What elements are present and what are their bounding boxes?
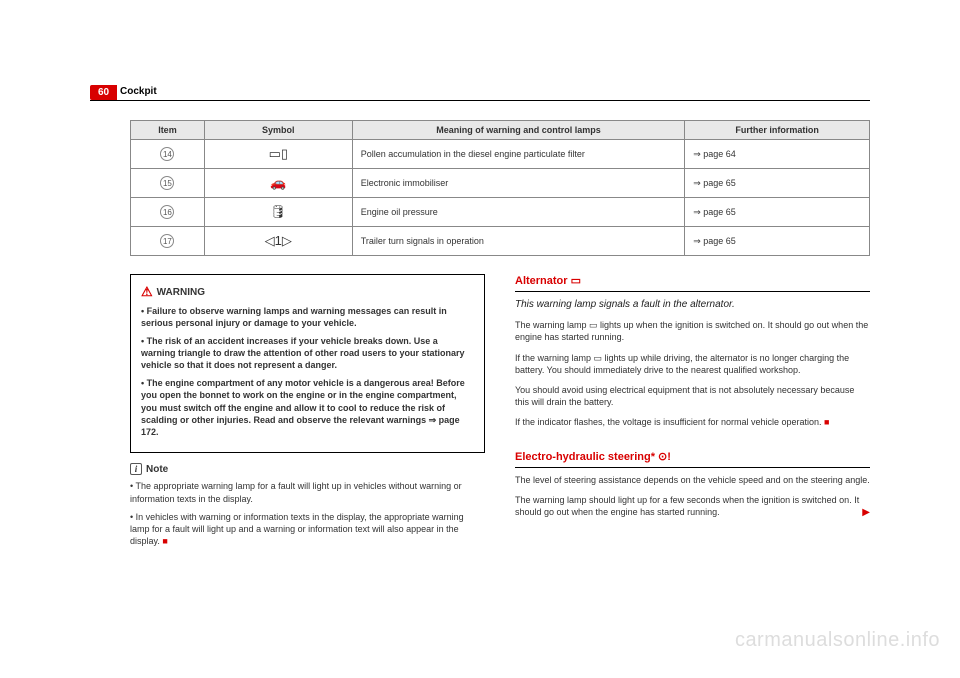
note-list: The appropriate warning lamp for a fault… (130, 480, 485, 547)
cell-further: ⇒ page 65 (685, 227, 870, 256)
cell-meaning: Electronic immobiliser (352, 169, 685, 198)
note-item: In vehicles with warning or information … (130, 511, 485, 547)
warning-triangle-icon: ⚠ (141, 284, 153, 299)
steering-title-text: Electro-hydraulic steering* (515, 451, 658, 463)
item-number: 15 (160, 176, 174, 190)
alternator-para: The warning lamp ▭ lights up when the ig… (515, 319, 870, 343)
cell-further: ⇒ page 65 (685, 198, 870, 227)
th-meaning: Meaning of warning and control lamps (352, 121, 685, 140)
alternator-para-text: If the indicator flashes, the voltage is… (515, 417, 822, 427)
warning-item: Failure to observe warning lamps and war… (141, 305, 474, 329)
cell-meaning: Engine oil pressure (352, 198, 685, 227)
header-rule (90, 100, 870, 101)
continue-arrow-icon: ▶ (862, 506, 870, 520)
page-root: 60 Cockpit Item Symbol Meaning of warnin… (0, 0, 960, 678)
table-row: 17 ◁1▷ Trailer turn signals in operation… (131, 227, 870, 256)
content-area: Item Symbol Meaning of warning and contr… (130, 120, 870, 553)
oil-pressure-icon: 🛢 (270, 204, 287, 220)
section-name: Cockpit (120, 86, 157, 97)
table-row: 16 🛢 Engine oil pressure ⇒ page 65 (131, 198, 870, 227)
end-square-icon: ■ (824, 417, 829, 427)
end-square-icon: ■ (162, 536, 167, 546)
item-number: 14 (160, 147, 174, 161)
note-item: The appropriate warning lamp for a fault… (130, 480, 485, 504)
steering-heading: Electro-hydraulic steering* ⊙! (515, 450, 870, 468)
steering-para: The level of steering assistance depends… (515, 474, 870, 486)
warning-box: ⚠ WARNING Failure to observe warning lamp… (130, 274, 485, 453)
alternator-subtitle: This warning lamp signals a fault in the… (515, 298, 870, 312)
immobiliser-icon: 🚗 (270, 175, 286, 191)
table-row: 14 ▭▯ Pollen accumulation in the diesel … (131, 140, 870, 169)
battery-icon: ▭ (571, 275, 581, 287)
th-symbol: Symbol (204, 121, 352, 140)
alternator-heading: Alternator ▭ (515, 274, 870, 292)
info-icon: i (130, 463, 142, 475)
warning-heading: ⚠ WARNING (141, 283, 474, 301)
table-row: 15 🚗 Electronic immobiliser ⇒ page 65 (131, 169, 870, 198)
note-title-text: Note (146, 464, 168, 475)
steering-icon: ⊙! (658, 451, 671, 463)
two-column-layout: ⚠ WARNING Failure to observe warning lamp… (130, 274, 870, 553)
cell-meaning: Trailer turn signals in operation (352, 227, 685, 256)
dpf-icon: ▭▯ (269, 146, 288, 162)
warning-item: The engine compartment of any motor vehi… (141, 377, 474, 438)
note-heading: i Note (130, 463, 485, 477)
left-column: ⚠ WARNING Failure to observe warning lamp… (130, 274, 485, 553)
alternator-para: If the indicator flashes, the voltage is… (515, 416, 870, 428)
alternator-para: You should avoid using electrical equipm… (515, 384, 870, 408)
trailer-turn-icon: ◁1▷ (265, 233, 292, 249)
note-item-text: In vehicles with warning or information … (130, 512, 464, 546)
page-number-tab: 60 (90, 85, 117, 100)
item-number: 17 (160, 234, 174, 248)
warning-item: The risk of an accident increases if you… (141, 335, 474, 371)
watermark-text: carmanualsonline.info (735, 629, 940, 652)
cell-meaning: Pollen accumulation in the diesel engine… (352, 140, 685, 169)
th-item: Item (131, 121, 205, 140)
warning-title-text: WARNING (157, 287, 205, 298)
th-further: Further information (685, 121, 870, 140)
item-number: 16 (160, 205, 174, 219)
cell-further: ⇒ page 65 (685, 169, 870, 198)
right-column: Alternator ▭ This warning lamp signals a… (515, 274, 870, 553)
steering-para-text: The warning lamp should light up for a f… (515, 495, 859, 517)
alternator-title-text: Alternator (515, 275, 571, 287)
warning-list: Failure to observe warning lamps and war… (141, 305, 474, 438)
steering-para: The warning lamp should light up for a f… (515, 494, 870, 518)
alternator-para: If the warning lamp ▭ lights up while dr… (515, 352, 870, 376)
cell-further: ⇒ page 64 (685, 140, 870, 169)
table-header-row: Item Symbol Meaning of warning and contr… (131, 121, 870, 140)
page-number: 60 (98, 87, 109, 98)
warning-lamps-table: Item Symbol Meaning of warning and contr… (130, 120, 870, 256)
